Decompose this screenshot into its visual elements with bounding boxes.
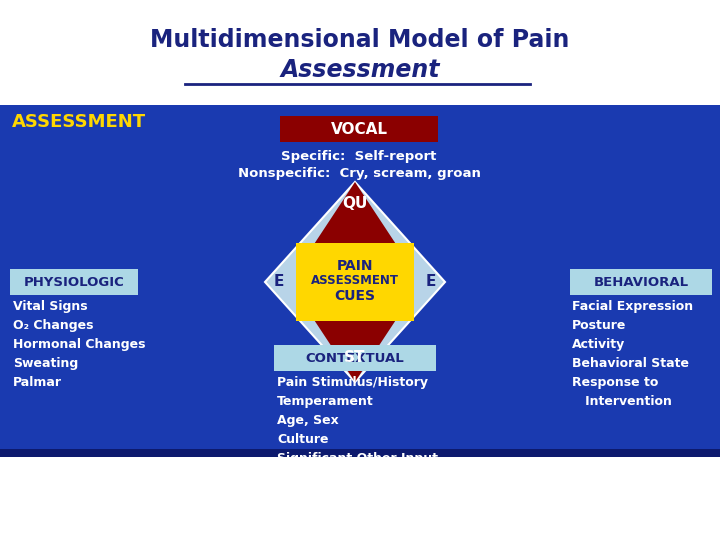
Bar: [0, 0, 720, 105]
Text: ST: ST: [344, 350, 366, 366]
Bar: [10, 269, 138, 295]
Bar: [274, 345, 436, 371]
Text: Hormonal Changes: Hormonal Changes: [13, 338, 145, 351]
Bar: [296, 243, 414, 321]
Text: CONTEXTUAL: CONTEXTUAL: [305, 352, 405, 365]
Text: QU: QU: [342, 197, 368, 212]
Text: PHYSIOLOGIC: PHYSIOLOGIC: [24, 275, 125, 288]
Text: Assessment: Assessment: [280, 58, 440, 82]
Text: Specific:  Self-report: Specific: Self-report: [282, 150, 437, 163]
Text: E: E: [274, 274, 284, 289]
Text: Behavioral State: Behavioral State: [572, 357, 689, 370]
Text: Vital Signs: Vital Signs: [13, 300, 88, 313]
Text: BEHAVIORAL: BEHAVIORAL: [593, 275, 688, 288]
Bar: [0, 449, 720, 457]
Text: Significant Other Input: Significant Other Input: [277, 452, 438, 465]
Text: O₂ Changes: O₂ Changes: [13, 319, 94, 332]
Bar: [570, 269, 712, 295]
Bar: [0, 105, 720, 452]
Text: CUES: CUES: [335, 289, 376, 303]
Text: VOCAL: VOCAL: [330, 122, 387, 137]
Text: Palmar: Palmar: [13, 376, 62, 389]
Text: Activity: Activity: [572, 338, 625, 351]
Text: Nonspecific:  Cry, scream, groan: Nonspecific: Cry, scream, groan: [238, 167, 480, 180]
Text: Age, Sex: Age, Sex: [277, 414, 338, 427]
Text: PAIN: PAIN: [337, 259, 373, 273]
Text: Multidimensional Model of Pain: Multidimensional Model of Pain: [150, 28, 570, 52]
Text: Pain Stimulus/History: Pain Stimulus/History: [277, 376, 428, 389]
Polygon shape: [297, 182, 413, 270]
Text: Temperament: Temperament: [277, 395, 374, 408]
Text: Posture: Posture: [572, 319, 626, 332]
Text: Intervention: Intervention: [572, 395, 672, 408]
Text: Culture: Culture: [277, 433, 328, 446]
Text: Response to: Response to: [572, 376, 658, 389]
Text: ASSESSMENT: ASSESSMENT: [311, 274, 399, 287]
Polygon shape: [265, 182, 445, 382]
Bar: [280, 116, 438, 142]
Polygon shape: [297, 294, 413, 382]
Text: ASSESSMENT: ASSESSMENT: [12, 113, 146, 131]
Text: E: E: [426, 274, 436, 289]
Text: Facial Expression: Facial Expression: [572, 300, 693, 313]
Text: Sweating: Sweating: [13, 357, 78, 370]
